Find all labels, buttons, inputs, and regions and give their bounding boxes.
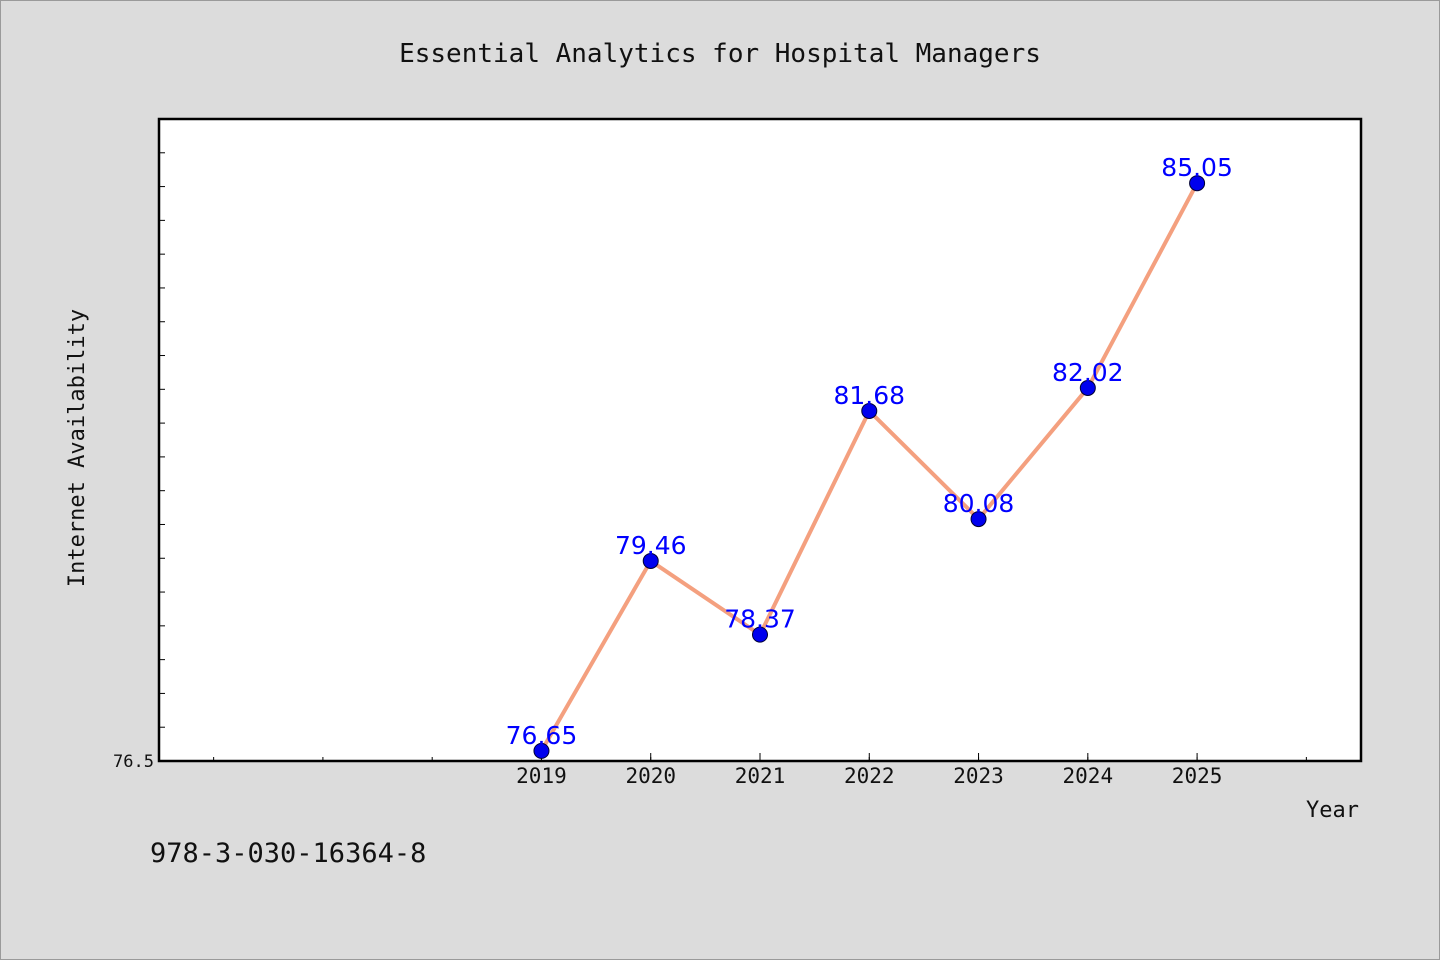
data-point [1189, 175, 1206, 192]
data-point [642, 552, 659, 569]
data-point [970, 511, 987, 528]
y-tick-label: 76.5 [113, 752, 154, 772]
x-tick-label: 2024 [1063, 764, 1114, 788]
x-tick-labels: 2019 2020 2021 2022 2023 2024 2025 [516, 764, 1222, 788]
data-label: 80.08 [943, 489, 1015, 518]
data-label: 85.05 [1161, 153, 1233, 182]
y-tick-labels: 76.5 [113, 752, 154, 772]
x-tick-label: 2025 [1172, 764, 1223, 788]
x-tick-label: 2020 [625, 764, 676, 788]
data-label: 79.46 [615, 531, 687, 560]
data-point [861, 402, 878, 419]
data-label: 82.02 [1052, 358, 1124, 387]
y-axis-label: Internet Availability [65, 309, 90, 587]
data-label: 81.68 [833, 381, 905, 410]
x-axis-label: Year [1306, 798, 1359, 823]
data-point [752, 626, 768, 643]
data-point [1079, 379, 1096, 396]
x-tick-label: 2021 [735, 764, 786, 788]
data-label: 76.65 [506, 721, 578, 750]
x-tick-label: 2019 [516, 764, 567, 788]
data-labels: 76.65 79.46 78.37 81.68 80.08 82.02 85.05 [506, 153, 1233, 750]
chart-title: Essential Analytics for Hospital Manager… [399, 39, 1041, 69]
x-tick-label: 2022 [844, 764, 895, 788]
series-markers [533, 175, 1206, 759]
data-point [533, 742, 550, 759]
data-label: 78.37 [724, 605, 796, 634]
x-tick-label: 2023 [953, 764, 1004, 788]
isbn-label: 978-3-030-16364-8 [150, 838, 426, 869]
plot-area [157, 117, 1363, 763]
y-axis-ticks [159, 118, 165, 762]
